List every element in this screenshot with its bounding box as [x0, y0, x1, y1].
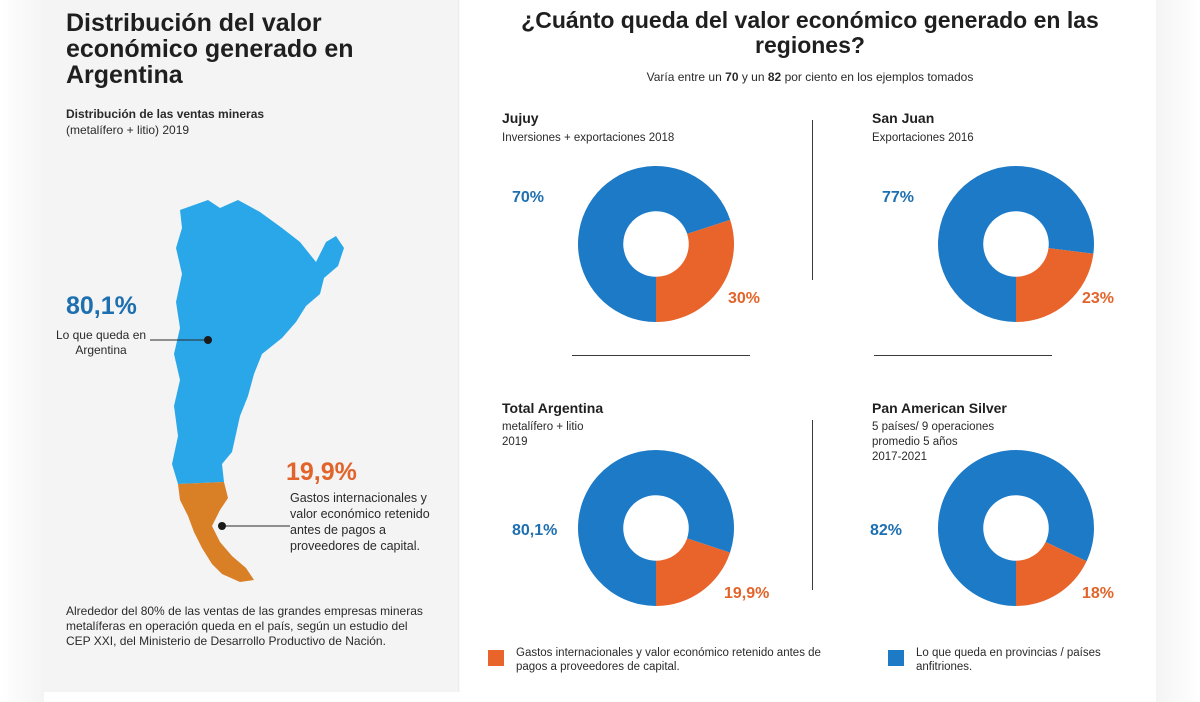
donut-jujuy — [578, 166, 734, 322]
left-subtitle: Distribución de las ventas mineras (meta… — [66, 106, 386, 138]
slice-external — [656, 538, 731, 606]
donut-san-juan — [938, 165, 1094, 322]
quad-divider-horizontal-right — [874, 355, 1052, 356]
subtitle-low: 70 — [725, 70, 739, 84]
legend-label-orange: Gastos internacionales y valor económico… — [516, 647, 821, 673]
slice-remains — [938, 450, 1094, 606]
subtitle-post: por ciento en los ejemplos tomados — [784, 70, 974, 84]
chart-title-san-juan: San Juan — [872, 110, 935, 126]
remains-note: Lo que queda en Argentina — [55, 328, 147, 357]
left-subtitle-bold: Distribución de las ventas mineras — [66, 107, 265, 121]
argentina-map — [150, 200, 344, 582]
quad-divider-horizontal-left — [572, 355, 750, 356]
slice-remains — [938, 165, 1094, 322]
legend-label-blue: Lo que queda en provincias / países anfi… — [916, 647, 1101, 673]
right-title: ¿Cuánto queda del valor económico genera… — [521, 7, 1099, 58]
label-jujuy-remains: 70% — [512, 189, 545, 206]
slice-external — [1016, 541, 1087, 606]
donut-pan-american-silver — [938, 450, 1094, 606]
legend-swatch-orange — [488, 650, 504, 666]
label-total-external: 19,9% — [724, 585, 770, 602]
chart-subtitle-pan-american-silver: 5 países/ 9 operaciones promedio 5 años … — [872, 421, 995, 463]
chart-title-total-argentina: Total Argentina — [502, 400, 604, 416]
slice-external — [1016, 248, 1094, 322]
external-pct: 19,9% — [286, 458, 357, 486]
chart-subtitle-san-juan: Exportaciones 2016 — [872, 132, 974, 144]
chart-subtitle-jujuy: Inversiones + exportaciones 2018 — [502, 132, 675, 144]
label-san-juan-external: 23% — [1082, 290, 1115, 307]
quad-divider-vertical-top — [812, 120, 813, 280]
map-dot-blue — [204, 336, 212, 344]
chart-title-jujuy: Jujuy — [502, 110, 539, 126]
subtitle-pre: Varía entre un — [646, 70, 722, 84]
right-subtitle: Varía entre un 70 y un 82 por ciento en … — [520, 70, 1100, 84]
subtitle-high: 82 — [767, 70, 782, 84]
footnote: Alrededor del 80% de las ventas de las g… — [66, 604, 423, 648]
map-dot-orange — [218, 522, 226, 530]
map-region-argentina — [172, 200, 344, 484]
quad-divider-vertical-bottom — [812, 420, 813, 590]
legend-swatch-blue — [888, 650, 904, 666]
remains-pct: 80,1% — [66, 292, 137, 320]
slice-remains — [578, 166, 731, 322]
external-note: Gastos internacionales y valor económico… — [290, 491, 430, 553]
slice-remains — [578, 450, 734, 606]
label-jujuy-external: 30% — [728, 290, 761, 307]
slice-external — [656, 219, 734, 322]
donut-total-argentina — [578, 450, 734, 606]
right-edge — [1156, 0, 1200, 702]
panel-divider — [458, 0, 460, 692]
left-edge — [0, 0, 44, 702]
label-pas-external: 18% — [1082, 585, 1115, 602]
map-region-patagonia — [178, 482, 254, 582]
subtitle-mid: y un — [741, 70, 765, 84]
chart-subtitle-total-argentina: metalífero + litio 2019 — [502, 421, 584, 448]
label-pas-remains: 82% — [870, 522, 903, 539]
label-san-juan-remains: 77% — [882, 189, 915, 206]
left-subtitle-rest: (metalífero + litio) 2019 — [66, 123, 190, 137]
left-title: Distribución del valor económico generad… — [66, 9, 354, 89]
chart-title-pan-american-silver: Pan American Silver — [872, 400, 1007, 416]
label-total-remains: 80,1% — [512, 522, 558, 539]
